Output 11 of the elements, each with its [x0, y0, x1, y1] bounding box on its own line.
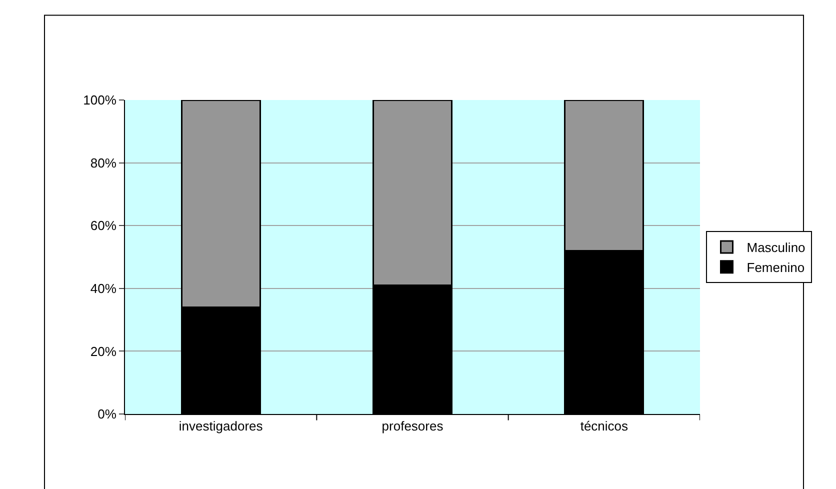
- y-tick-label: 80%: [90, 155, 117, 170]
- x-tick-label: investigadores: [178, 418, 264, 434]
- y-tick-label: 0%: [98, 406, 117, 422]
- y-tick-label: 40%: [90, 280, 117, 296]
- x-tick-label: profesores: [382, 418, 444, 434]
- y-tick-label: 100%: [83, 92, 117, 108]
- y-tick-label: 20%: [90, 344, 117, 359]
- legend-label: Femenino: [746, 260, 805, 275]
- x-tick-label: técnicos: [580, 418, 629, 434]
- legend-label: Masculino: [746, 240, 806, 256]
- y-tick-label: 60%: [90, 218, 117, 234]
